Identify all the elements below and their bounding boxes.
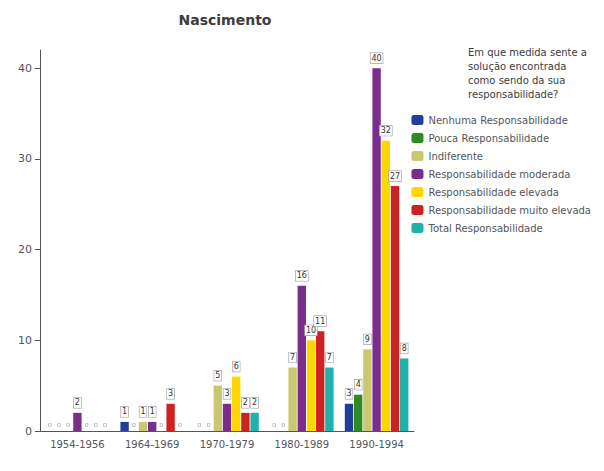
svg-text:1990-1994: 1990-1994 [349, 439, 404, 450]
svg-text:0: 0 [25, 425, 32, 438]
svg-text:27: 27 [390, 172, 400, 181]
svg-text:8: 8 [402, 344, 407, 353]
svg-text:Pouca Responsabilidade: Pouca Responsabilidade [428, 133, 549, 144]
svg-text:2: 2 [252, 398, 257, 407]
svg-text:solução encontrada: solução encontrada [468, 61, 566, 72]
svg-text:11: 11 [315, 317, 325, 326]
svg-text:32: 32 [381, 126, 391, 135]
svg-text:20: 20 [18, 243, 32, 256]
svg-text:2: 2 [75, 398, 80, 407]
svg-text:7: 7 [290, 353, 295, 362]
svg-text:2: 2 [243, 398, 248, 407]
svg-text:Em que medida sente a: Em que medida sente a [468, 47, 587, 58]
svg-text:3: 3 [224, 389, 229, 398]
svg-text:3: 3 [346, 389, 351, 398]
svg-text:1970-1979: 1970-1979 [200, 439, 255, 450]
svg-text:40: 40 [372, 54, 382, 63]
svg-text:Nenhuma Responsabilidade: Nenhuma Responsabilidade [428, 115, 567, 126]
svg-text:Responsabilidade moderada: Responsabilidade moderada [428, 169, 570, 180]
svg-text:5: 5 [215, 371, 220, 380]
svg-text:Total Responsabilidade: Total Responsabilidade [427, 223, 542, 234]
svg-text:10: 10 [18, 334, 32, 347]
svg-text:1980-1989: 1980-1989 [275, 439, 330, 450]
svg-text:1: 1 [122, 407, 127, 416]
svg-text:7: 7 [327, 353, 332, 362]
svg-text:Responsabilidade elevada: Responsabilidade elevada [428, 187, 558, 198]
svg-text:4: 4 [356, 380, 361, 389]
svg-text:40: 40 [18, 62, 32, 75]
svg-text:responsabilidade?: responsabilidade? [468, 89, 558, 100]
svg-text:9: 9 [365, 335, 370, 344]
svg-text:1954-1956: 1954-1956 [50, 439, 105, 450]
svg-text:3: 3 [168, 389, 173, 398]
svg-text:10: 10 [306, 326, 316, 335]
svg-text:Nascimento: Nascimento [179, 12, 272, 28]
svg-text:como sendo da sua: como sendo da sua [468, 75, 565, 86]
svg-text:6: 6 [234, 362, 239, 371]
svg-text:30: 30 [18, 152, 32, 165]
svg-text:1: 1 [140, 407, 145, 416]
svg-text:Indiferente: Indiferente [428, 151, 483, 162]
svg-text:1964-1969: 1964-1969 [125, 439, 180, 450]
svg-text:16: 16 [297, 271, 307, 280]
svg-text:Responsabilidade muito elevada: Responsabilidade muito elevada [428, 205, 591, 216]
svg-text:1: 1 [150, 407, 155, 416]
